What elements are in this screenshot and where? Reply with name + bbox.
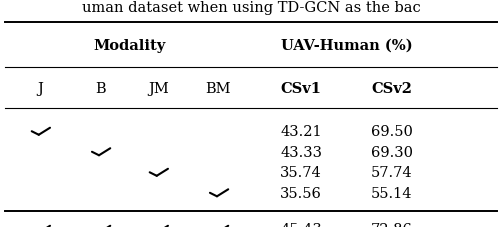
Text: Modality: Modality — [93, 38, 165, 52]
Text: CSv2: CSv2 — [370, 81, 411, 96]
Text: B: B — [95, 81, 106, 96]
Text: 35.74: 35.74 — [280, 165, 322, 180]
Text: 43.21: 43.21 — [280, 125, 321, 139]
Text: 72.86: 72.86 — [370, 222, 412, 227]
Text: 69.30: 69.30 — [370, 145, 412, 159]
Text: 57.74: 57.74 — [370, 165, 411, 180]
Text: J: J — [37, 81, 43, 96]
Text: JM: JM — [147, 81, 168, 96]
Text: UAV-Human (%): UAV-Human (%) — [280, 38, 411, 52]
Text: 45.43: 45.43 — [280, 222, 322, 227]
Text: 43.33: 43.33 — [280, 145, 322, 159]
Text: CSv1: CSv1 — [280, 81, 321, 96]
Text: 55.14: 55.14 — [370, 186, 411, 200]
Text: uman dataset when using TD-GCN as the bac: uman dataset when using TD-GCN as the ba… — [82, 1, 419, 15]
Text: 35.56: 35.56 — [280, 186, 322, 200]
Text: BM: BM — [205, 81, 230, 96]
Text: 69.50: 69.50 — [370, 125, 412, 139]
